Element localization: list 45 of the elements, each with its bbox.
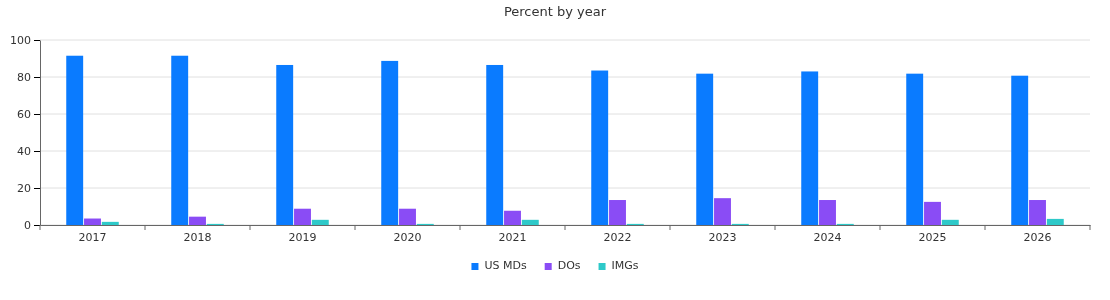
bar: [521, 219, 539, 225]
x-tick-label: 2026: [1023, 230, 1052, 244]
x-tick-label: 2025: [918, 230, 947, 244]
bar: [591, 70, 609, 225]
bar: [504, 210, 521, 225]
x-tick-label: 2019: [288, 230, 317, 244]
x-tick-label: 2021: [498, 230, 527, 244]
y-tick-label: 20: [17, 182, 31, 196]
x-tick-label: 2022: [603, 230, 632, 244]
legend-label: US MDs: [484, 259, 527, 272]
bar: [399, 208, 416, 225]
bar: [819, 200, 836, 225]
bar: [276, 64, 294, 225]
bar: [101, 221, 119, 225]
y-tick-label: 60: [17, 108, 31, 122]
x-tick-label: 2020: [393, 230, 422, 244]
bar: [924, 201, 941, 225]
bar: [609, 200, 626, 225]
bar: [696, 73, 714, 225]
legend-label: DOs: [557, 259, 581, 272]
bar: [381, 60, 399, 225]
bar: [1029, 200, 1046, 225]
chart-title: Percent by year: [503, 4, 607, 19]
y-tick-label: 40: [17, 145, 31, 159]
bar: [294, 208, 311, 225]
bar: [189, 216, 206, 225]
bar: [906, 73, 924, 225]
bar: [171, 55, 189, 225]
bar: [714, 198, 731, 225]
bar: [311, 219, 329, 225]
bar: [941, 219, 959, 225]
bar: [1011, 75, 1029, 225]
x-tick-label: 2017: [78, 230, 107, 244]
bar: [84, 218, 101, 225]
bar: [801, 71, 819, 225]
bar: [1046, 218, 1064, 225]
x-tick-label: 2018: [183, 230, 212, 244]
y-tick-label: 80: [17, 71, 31, 85]
bar: [66, 55, 84, 225]
legend-label: IMGs: [611, 259, 639, 272]
x-tick-label: 2023: [708, 230, 737, 244]
y-tick-label: 0: [24, 219, 31, 233]
y-tick-label: 100: [10, 34, 31, 48]
bar: [486, 64, 504, 225]
x-tick-label: 2024: [813, 230, 842, 244]
